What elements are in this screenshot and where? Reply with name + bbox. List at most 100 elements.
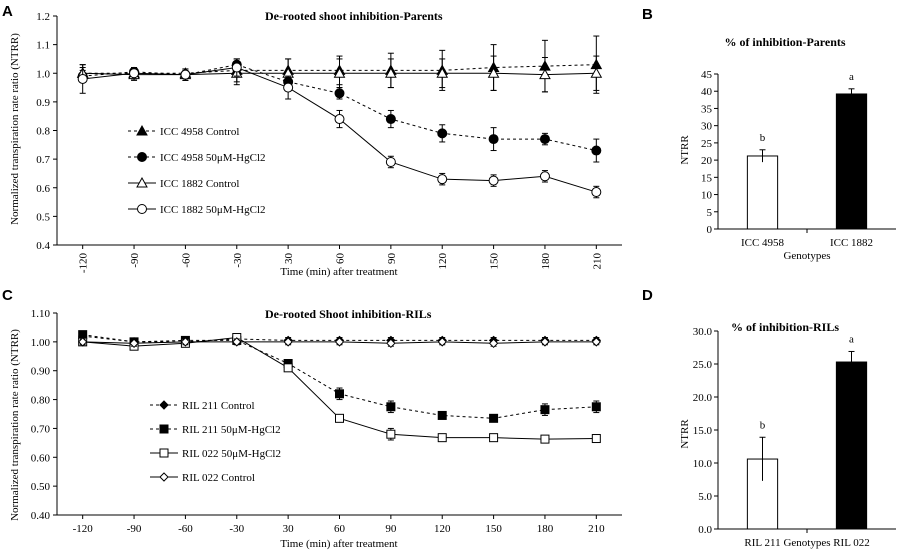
y-tick-label: 30.0 (693, 326, 713, 338)
panel-a-line-chart: De-rooted shoot inhibition-Parents Norma… (9, 9, 622, 278)
y-tick-label: 20 (701, 155, 713, 167)
data-point (385, 114, 396, 125)
y-tick-label: 0.9 (36, 97, 50, 109)
legend-label: RIL 211 50μM-HgCl2 (182, 424, 281, 436)
y-tick-label: 0.6 (36, 183, 50, 195)
y-tick-label: 0.4 (36, 240, 50, 252)
x-tick-label: RIL 211 (744, 537, 780, 549)
data-point (437, 128, 448, 139)
legend: RIL 211 Control RIL 211 50μM-HgCl2 RIL 022… (150, 400, 281, 484)
panel-d-ylabel: NTRR (679, 419, 691, 449)
data-point (436, 67, 449, 78)
x-tick-label: 210 (588, 523, 605, 535)
x-tick-label: -120 (78, 253, 90, 274)
data-point (77, 337, 88, 347)
data-point (487, 67, 500, 78)
data-point (437, 433, 447, 443)
panel-d-title: % of inhibition-RILs (731, 320, 839, 334)
y-tick-label: 0.70 (31, 423, 51, 435)
y-tick-label: 25 (701, 138, 713, 150)
legend-marker (137, 204, 147, 214)
legend-marker (159, 448, 169, 458)
legend-marker (159, 424, 169, 434)
legend: ICC 4958 Control ICC 4958 50μM-HgCl2 ICC 1… (128, 124, 266, 216)
y-tick-label: 5.0 (698, 491, 712, 503)
legend-label: ICC 1882 50μM-HgCl2 (160, 204, 266, 216)
series-4 (77, 58, 602, 199)
x-tick-label: -30 (232, 253, 244, 268)
panel-letter-b: B (642, 6, 653, 23)
data-point (590, 67, 603, 78)
panel-b-ylabel: NTRR (679, 135, 691, 165)
data-point (488, 175, 499, 186)
x-tick-label: 30 (283, 523, 295, 535)
data-point (283, 82, 294, 93)
legend-marker (136, 176, 148, 188)
y-tick-label: 5 (707, 207, 713, 219)
significance-letter: b (760, 132, 766, 144)
data-point (488, 134, 499, 145)
legend-label: ICC 4958 Control (160, 126, 239, 138)
x-tick-label: -90 (127, 523, 142, 535)
y-tick-label: 45 (701, 69, 713, 81)
data-point (591, 187, 602, 198)
x-tick-label: -60 (180, 253, 192, 268)
x-tick-label: -60 (178, 523, 193, 535)
x-tick-label: 90 (385, 523, 397, 535)
data-point (283, 337, 293, 347)
data-point (591, 337, 602, 347)
y-tick-label: 0.60 (31, 452, 51, 464)
bar (746, 155, 779, 230)
data-point (539, 68, 551, 80)
x-tick-label: ICC 1882 (830, 237, 873, 249)
y-tick-label: 0.0 (698, 524, 712, 536)
data-point (335, 389, 344, 399)
y-tick-label: 1.1 (36, 40, 50, 52)
legend-marker (136, 124, 148, 136)
x-tick-label: 150 (485, 523, 502, 535)
panel-d-bar-chart: % of inhibition-RILs NTRR Genotypes 0.0 5… (679, 320, 896, 549)
x-tick-label: 210 (591, 253, 603, 270)
data-point (540, 434, 550, 444)
y-tick-label: 0.80 (31, 395, 51, 407)
panel-letter-c: C (2, 287, 13, 304)
y-tick-label: 40 (701, 86, 713, 98)
x-tick-label: 60 (335, 253, 347, 265)
x-tick-label: 120 (434, 523, 451, 535)
data-point (386, 338, 396, 349)
y-tick-label: 1.10 (31, 308, 51, 320)
legend-label: ICC 1882 Control (160, 178, 239, 190)
data-point (385, 156, 396, 167)
x-tick-label: 60 (334, 523, 346, 535)
panel-letter-a: A (2, 3, 13, 20)
significance-letter: a (849, 333, 854, 345)
legend-label: RIL 022 50μM-HgCl2 (182, 448, 281, 460)
series-line (82, 334, 597, 419)
data-point (386, 402, 396, 412)
legend-label: RIL 022 Control (182, 472, 255, 484)
bar (835, 361, 868, 530)
significance-letter: b (760, 419, 766, 431)
legend-label: RIL 211 Control (182, 400, 255, 412)
y-tick-label: 10 (701, 190, 713, 202)
panel-c-ylabel: Normalized transpiration rate ratio (NTR… (9, 329, 21, 521)
y-tick-label: 20.0 (693, 392, 713, 404)
bar (835, 93, 868, 230)
data-point (591, 402, 601, 412)
y-tick-label: 25.0 (693, 359, 713, 371)
data-point (335, 413, 344, 423)
data-point (232, 337, 242, 347)
x-tick-label: -90 (129, 253, 141, 268)
y-tick-label: 0 (707, 224, 713, 236)
panel-d-xlabel: Genotypes (783, 537, 830, 549)
data-point (488, 338, 499, 349)
data-point (539, 171, 550, 182)
data-point (385, 67, 397, 78)
y-tick-label: 0.7 (36, 154, 50, 166)
significance-letter: a (849, 71, 854, 83)
data-point (591, 145, 602, 156)
y-tick-label: 0.8 (36, 126, 50, 138)
panel-b-title: % of inhibition-Parents (724, 35, 845, 49)
